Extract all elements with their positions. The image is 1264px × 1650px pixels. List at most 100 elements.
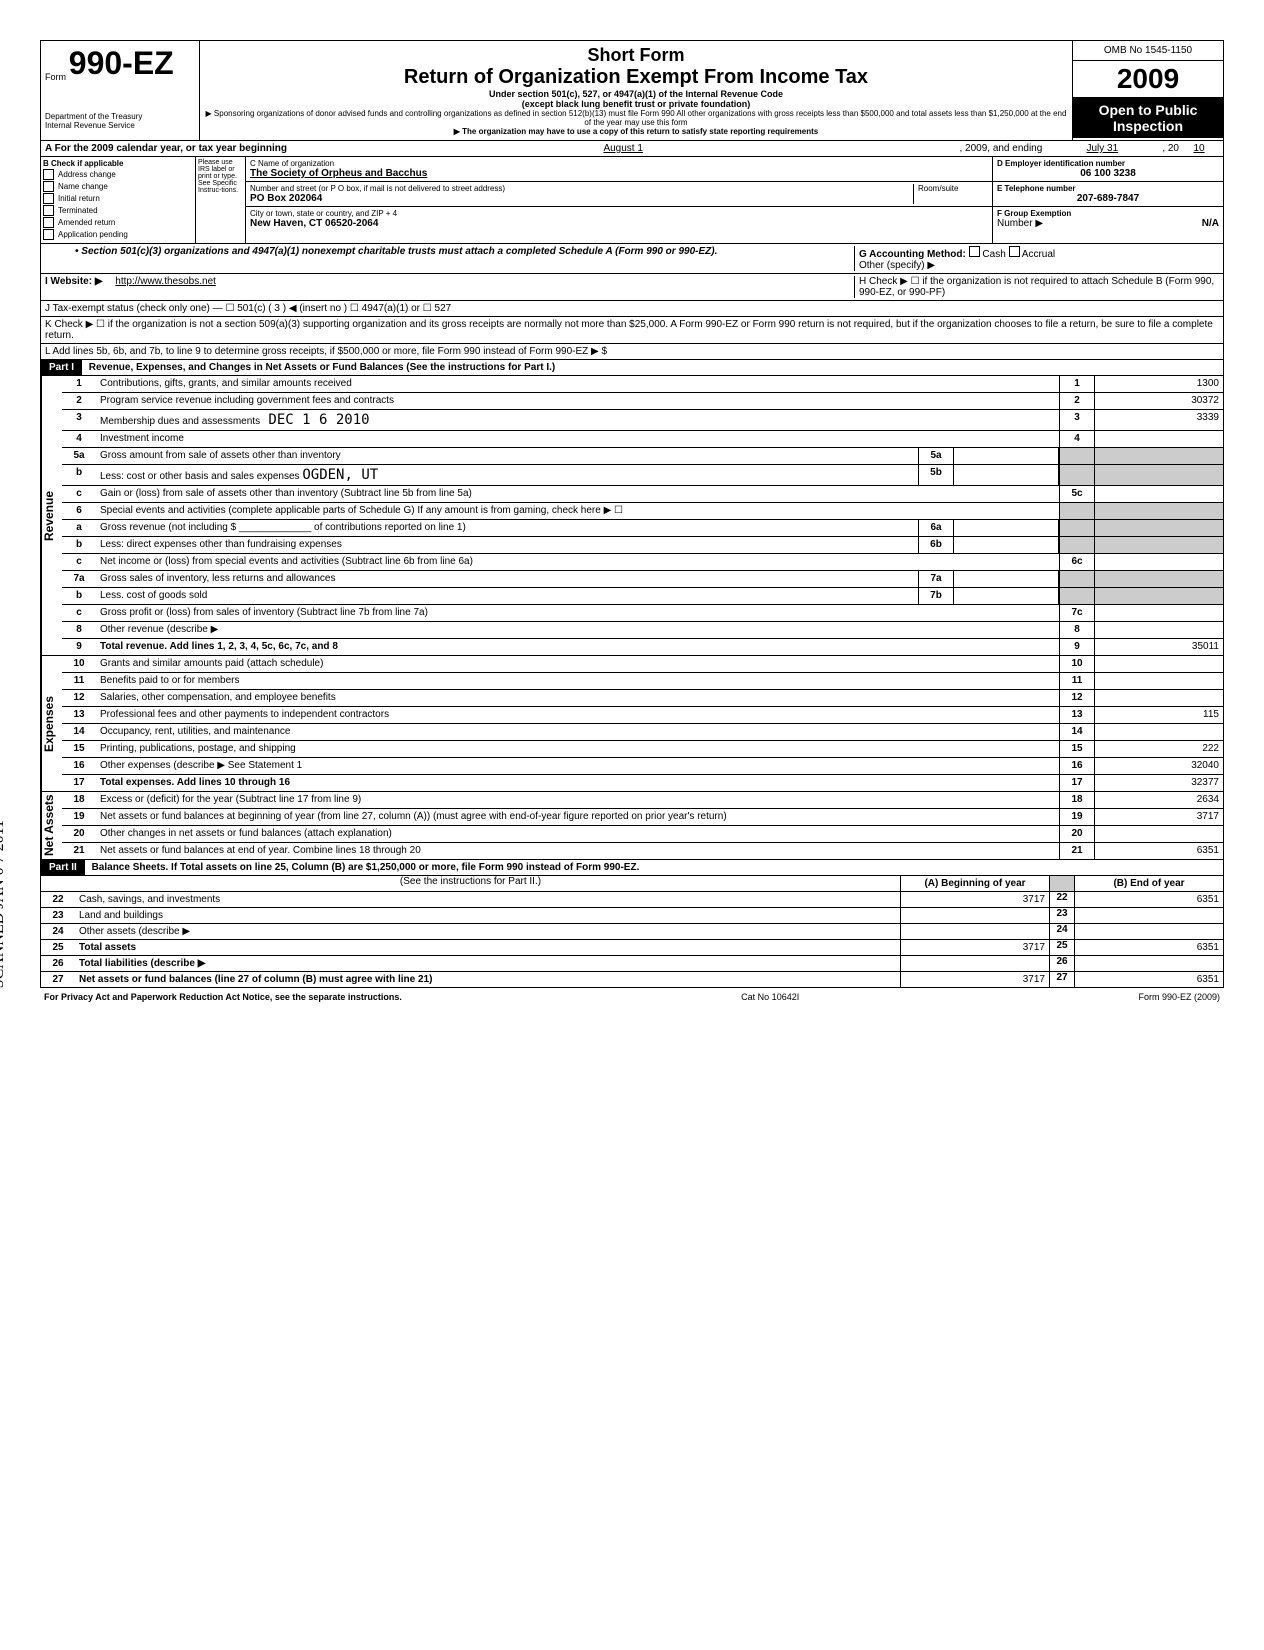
- title-cell: Short Form Return of Organization Exempt…: [200, 41, 1073, 140]
- city-value: New Haven, CT 06520-2064: [250, 218, 988, 229]
- line-5c-val: [1095, 486, 1223, 502]
- dept-irs: Internal Revenue Service: [45, 121, 195, 130]
- h-check: H Check ▶ ☐ if the organization is not r…: [854, 276, 1219, 298]
- line-6c-desc: Net income or (loss) from special events…: [96, 554, 1059, 570]
- line-13-desc: Professional fees and other payments to …: [96, 707, 1059, 723]
- f-value: N/A: [1202, 218, 1219, 229]
- j-tax-status: J Tax-exempt status (check only one) — ☐…: [41, 301, 1223, 317]
- d-label: D Employer identification number: [997, 159, 1219, 168]
- city-row: City or town, state or country, and ZIP …: [246, 207, 992, 231]
- part2-header-row: Part II Balance Sheets. If Total assets …: [41, 860, 1223, 876]
- line-8-val: [1095, 622, 1223, 638]
- fineprint2: ▶ The organization may have to use a cop…: [204, 127, 1068, 136]
- d-ein-row: D Employer identification number 06 100 …: [993, 157, 1223, 182]
- subtitle2: (except black lung benefit trust or priv…: [204, 99, 1068, 109]
- bs-25-b: 6351: [1075, 940, 1223, 955]
- part2-sub: (See the instructions for Part II.): [41, 876, 900, 891]
- sec501-g-row: • Section 501(c)(3) organizations and 49…: [41, 244, 1223, 274]
- org-name: The Society of Orpheus and Bacchus: [250, 168, 988, 179]
- street-label: Number and street (or P O box, if mail i…: [250, 184, 913, 193]
- subtitle1: Under section 501(c), 527, or 4947(a)(1)…: [204, 89, 1068, 99]
- ein-value: 06 100 3238: [997, 168, 1219, 179]
- row-a-tax-year: A For the 2009 calendar year, or tax yea…: [41, 141, 1223, 157]
- line-2-val: 30372: [1095, 393, 1223, 409]
- netassets-vlabel: Net Assets: [41, 792, 62, 859]
- street-row: Number and street (or P O box, if mail i…: [246, 182, 992, 207]
- part1-title: Revenue, Expenses, and Changes in Net As…: [85, 360, 559, 375]
- line-15-val: 222: [1095, 741, 1223, 757]
- cb-amended[interactable]: [43, 217, 54, 228]
- form-number: 990-EZ: [69, 45, 174, 81]
- bs-23-desc: Land and buildings: [75, 908, 900, 923]
- g-other: Other (specify) ▶: [859, 260, 1219, 271]
- line-20-desc: Other changes in net assets or fund bala…: [96, 826, 1059, 842]
- cb-accrual[interactable]: [1009, 246, 1020, 257]
- cat-number: Cat No 10642I: [741, 992, 799, 1002]
- city-label: City or town, state or country, and ZIP …: [250, 209, 988, 218]
- line-4-desc: Investment income: [96, 431, 1059, 447]
- line-16-desc: Other expenses (describe ▶ See Statement…: [96, 758, 1059, 774]
- omb-number: OMB No 1545-1150: [1073, 41, 1223, 61]
- row-a-label: A For the 2009 calendar year, or tax yea…: [45, 143, 287, 154]
- b-label: B Check if applicable: [43, 159, 193, 168]
- line-7c-desc: Gross profit or (loss) from sales of inv…: [96, 605, 1059, 621]
- bs-22-b: 6351: [1075, 892, 1223, 907]
- expenses-section: Expenses 10Grants and similar amounts pa…: [41, 656, 1223, 792]
- line-8-desc: Other revenue (describe ▶: [96, 622, 1059, 638]
- line-5c-desc: Gain or (loss) from sale of assets other…: [96, 486, 1059, 502]
- fineprint1: ▶ Sponsoring organizations of donor advi…: [204, 109, 1068, 127]
- form-header: Form 990-EZ Department of the Treasury I…: [41, 41, 1223, 141]
- part1-label: Part I: [41, 360, 82, 375]
- line-11-desc: Benefits paid to or for members: [96, 673, 1059, 689]
- net-assets-section: Net Assets 18Excess or (deficit) for the…: [41, 792, 1223, 860]
- line-18-val: 2634: [1095, 792, 1223, 808]
- line-21-desc: Net assets or fund balances at end of ye…: [96, 843, 1059, 859]
- cb-cash[interactable]: [969, 246, 980, 257]
- privacy-notice: For Privacy Act and Paperwork Reduction …: [44, 992, 402, 1002]
- l-gross-receipts: L Add lines 5b, 6b, and 7b, to line 9 to…: [41, 344, 1223, 360]
- expenses-vlabel: Expenses: [41, 656, 62, 791]
- tax-year-begin: August 1: [287, 143, 960, 154]
- line-7a-desc: Gross sales of inventory, less returns a…: [96, 571, 918, 587]
- line-9-desc: Total revenue. Add lines 1, 2, 3, 4, 5c,…: [96, 639, 1059, 655]
- bs-27-desc: Net assets or fund balances (line 27 of …: [75, 972, 900, 987]
- line-6c-val: [1095, 554, 1223, 570]
- e-phone-row: E Telephone number 207-689-7847: [993, 182, 1223, 207]
- line-18-desc: Excess or (deficit) for the year (Subtra…: [96, 792, 1059, 808]
- sec501-note: • Section 501(c)(3) organizations and 49…: [45, 246, 854, 271]
- open-to-public: Open to Public Inspection: [1073, 98, 1223, 138]
- cb-address-change[interactable]: [43, 169, 54, 180]
- bs-25-desc: Total assets: [75, 940, 900, 955]
- cb-initial-return[interactable]: [43, 193, 54, 204]
- right-header-cell: OMB No 1545-1150 2009 Open to Public Ins…: [1073, 41, 1223, 140]
- year-prefix: 20: [1117, 63, 1148, 94]
- cb-terminated[interactable]: [43, 205, 54, 216]
- bs-col-a-header: (A) Beginning of year: [900, 876, 1050, 891]
- bs-col-b-header: (B) End of year: [1075, 876, 1223, 891]
- line-1-desc: Contributions, gifts, grants, and simila…: [96, 376, 1059, 392]
- f-group-row: F Group Exemption Number ▶ N/A: [993, 207, 1223, 231]
- cb-app-pending[interactable]: [43, 229, 54, 240]
- i-h-row: I Website: ▶ http://www.thesobs.net H Ch…: [41, 274, 1223, 301]
- line-17-desc: Total expenses. Add lines 10 through 16: [96, 775, 1059, 791]
- form-footer: For Privacy Act and Paperwork Reduction …: [40, 988, 1224, 1006]
- k-check: K Check ▶ ☐ if the organization is not a…: [41, 317, 1223, 344]
- line-5a-desc: Gross amount from sale of assets other t…: [96, 448, 918, 464]
- line-3-val: 3339: [1095, 410, 1223, 430]
- row-a-yr: , 20: [1162, 143, 1179, 154]
- f-number-label: Number ▶: [997, 218, 1043, 229]
- row-a-mid: , 2009, and ending: [959, 143, 1042, 154]
- line-6b-desc: Less: direct expenses other than fundrai…: [96, 537, 918, 553]
- cb-name-change[interactable]: [43, 181, 54, 192]
- col-b-checkboxes: B Check if applicable Address change Nam…: [41, 157, 196, 243]
- bs-27-a: 3717: [900, 972, 1050, 987]
- col-d-e-f: D Employer identification number 06 100 …: [993, 157, 1223, 243]
- line-1-val: 1300: [1095, 376, 1223, 392]
- tax-year-end: July 31: [1042, 143, 1162, 154]
- room-suite: Room/suite: [913, 184, 988, 204]
- line-21-val: 6351: [1095, 843, 1223, 859]
- line-5b-desc: Less: cost or other basis and sales expe…: [96, 465, 918, 485]
- c-label: C Name of organization: [250, 159, 988, 168]
- tax-year-val: 10: [1179, 143, 1219, 154]
- revenue-section: Revenue 1Contributions, gifts, grants, a…: [41, 376, 1223, 656]
